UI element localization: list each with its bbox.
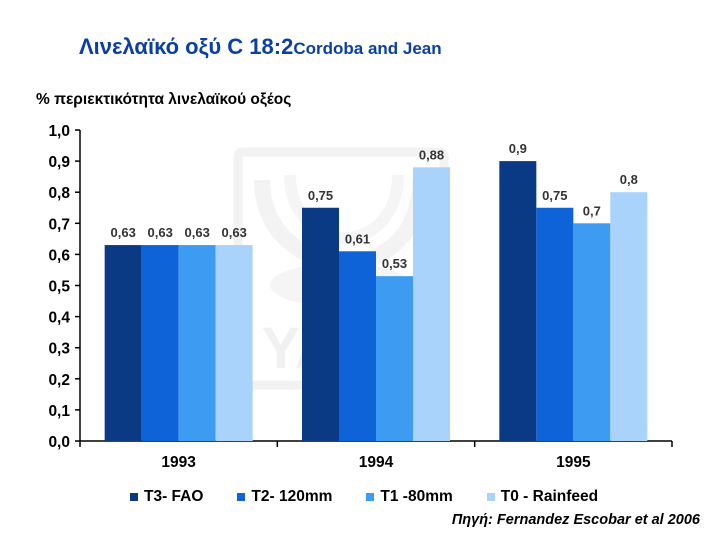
bar-value-label: 0,8 [620, 172, 638, 187]
bar [178, 245, 216, 441]
y-tick-labels: 0,0 0,1 0,2 0,3 0,4 0,5 0,6 0,7 0,8 0,9 1,0 [48, 123, 70, 451]
x-tick-labels: 1993 1994 1995 [161, 454, 591, 471]
y-tick-label: 0,4 [48, 310, 70, 327]
bar-value-label: 0,63 [148, 225, 173, 240]
x-tick-label: 1995 [556, 454, 591, 471]
legend-label: T1 -80mm [380, 488, 453, 505]
bar-value-label: 0,53 [382, 256, 407, 271]
x-tick-label: 1994 [359, 454, 394, 471]
legend-item: T3- FAO [130, 488, 203, 506]
y-axis-label: % περιεκτικότητα λινελαϊκού οξέος [36, 91, 292, 108]
legend-item: T2- 120mm [237, 488, 332, 506]
legend-item: T0 - Rainfeed [486, 488, 599, 506]
chart-title-main: Λινελαϊκό οξύ C 18:2 [79, 34, 294, 59]
legend-swatch [366, 493, 375, 501]
chart-title: Λινελαϊκό οξύ C 18:2Cordoba and Jean [79, 34, 442, 60]
x-tick-label: 1993 [161, 454, 196, 471]
y-tick-label: 0,5 [48, 279, 70, 296]
source-note: Πηγή: Fernandez Escobar et al 2006 [451, 512, 700, 528]
bar-value-label: 0,63 [185, 225, 210, 240]
bar-value-label: 0,63 [111, 225, 136, 240]
chart-title-sub: Cordoba and Jean [293, 39, 442, 58]
legend-swatch [130, 493, 138, 501]
bar-value-label: 0,61 [345, 231, 370, 246]
bar-value-label: 0,75 [542, 188, 567, 203]
bar [573, 223, 611, 441]
y-tick-label: 0,0 [48, 434, 70, 451]
bars [104, 161, 648, 441]
legend: T3- FAO T2- 120mm T1 -80mm T0 - Rainfeed [130, 488, 598, 506]
legend-swatch [237, 493, 246, 501]
y-tick-label: 1,0 [48, 123, 70, 140]
bar [104, 245, 142, 441]
bar-value-label: 0,63 [222, 225, 247, 240]
y-tick-label: 0,3 [48, 341, 70, 358]
bar [141, 245, 179, 441]
bar [215, 245, 253, 441]
bar [376, 276, 413, 441]
bar-value-label: 0,7 [583, 203, 601, 218]
bar [610, 192, 648, 441]
bar [499, 161, 537, 441]
y-tick-label: 0,6 [48, 247, 70, 264]
y-tick-label: 0,9 [48, 154, 70, 171]
bar-value-label: 0,88 [419, 147, 444, 162]
y-tick-label: 0,1 [48, 403, 70, 420]
bar [339, 251, 376, 441]
bar [413, 167, 450, 441]
bar-value-label: 0,9 [509, 141, 527, 156]
bar [302, 207, 339, 441]
legend-label: T3- FAO [144, 488, 204, 505]
bar-value-labels: 0,63 0,63 0,63 0,63 0,75 0,61 0,53 0,88 0,9 0,75 0… [111, 141, 638, 271]
legend-label: T2- 120mm [251, 488, 333, 505]
y-tick-label: 0,7 [48, 216, 70, 233]
bar [536, 207, 574, 441]
bar-value-label: 0,75 [308, 188, 333, 203]
legend-swatch [486, 493, 495, 501]
y-tick-label: 0,2 [48, 372, 70, 389]
y-tick-label: 0,8 [48, 185, 70, 202]
legend-label: T0 - Rainfeed [500, 488, 599, 505]
legend-item: T1 -80mm [366, 488, 453, 506]
